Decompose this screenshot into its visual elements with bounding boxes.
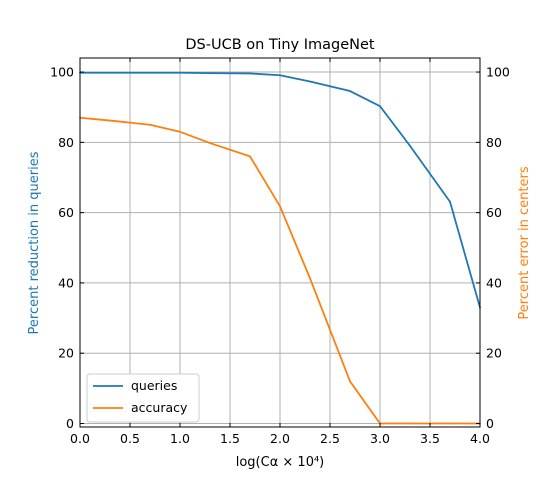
data-point-queries (209, 72, 211, 75)
y-tick-label-right: 40 (486, 275, 502, 290)
data-point-accuracy (279, 205, 281, 208)
y-tick-label-right: 60 (486, 205, 502, 220)
legend-label-accuracy: accuracy (131, 400, 188, 415)
y-tick-label-right: 20 (486, 346, 502, 361)
data-point-queries (149, 71, 151, 74)
data-point-accuracy (349, 380, 351, 383)
y-axis-label-left: Percent reduction in queries (27, 151, 42, 334)
data-point-accuracy (209, 142, 211, 144)
data-point-queries (409, 144, 411, 147)
data-point-queries (179, 71, 181, 74)
data-point-accuracy (409, 422, 411, 425)
x-axis-label: log(Cα × 10⁴) (236, 455, 325, 470)
data-point-accuracy (449, 422, 451, 425)
data-point-accuracy (109, 119, 111, 122)
legend: queries accuracy (86, 373, 200, 423)
x-tick-label: 2.5 (320, 431, 340, 446)
data-point-queries (349, 90, 351, 92)
x-tick-label: 3.0 (370, 431, 390, 446)
x-tick-label: 0.5 (120, 431, 140, 446)
data-point-queries (249, 72, 251, 75)
y-tick-label-left: 60 (58, 205, 74, 220)
y-tick-label-left: 80 (58, 135, 74, 150)
y-tick-label-right: 80 (486, 135, 502, 150)
chart-title: DS-UCB on Tiny ImageNet (185, 37, 375, 53)
data-point-accuracy (149, 123, 151, 126)
x-tick-label: 0.0 (70, 431, 90, 446)
data-point-queries (279, 74, 281, 77)
x-tick-label: 1.5 (220, 431, 240, 446)
y-tick-label-right: 100 (486, 65, 510, 80)
x-tick-label: 3.5 (420, 431, 440, 446)
data-point-accuracy (249, 155, 251, 158)
data-point-queries (379, 105, 381, 108)
y-tick-label-left: 20 (58, 346, 74, 361)
y-tick-label-left: 40 (58, 275, 74, 290)
data-point-queries (309, 80, 311, 83)
y-axis-label-right: Percent error in centers (517, 166, 532, 319)
x-tick-label: 1.0 (170, 431, 190, 446)
y-tick-label-left: 0 (66, 416, 74, 431)
y-tick-label-right: 0 (486, 416, 494, 431)
data-point-accuracy (179, 130, 181, 133)
data-point-accuracy (309, 277, 311, 280)
data-point-queries (109, 71, 111, 74)
x-tick-label: 2.0 (270, 431, 290, 446)
ticks-layer: 0.0 0.5 1.0 1.5 2.0 2.5 3.0 3.5 4.00204060801000… (50, 58, 510, 446)
grid-layer (79, 58, 481, 427)
x-tick-label: 4.0 (470, 431, 490, 446)
y-tick-label-left: 100 (50, 65, 74, 80)
data-point-queries (449, 200, 451, 203)
legend-label-queries: queries (131, 378, 177, 393)
